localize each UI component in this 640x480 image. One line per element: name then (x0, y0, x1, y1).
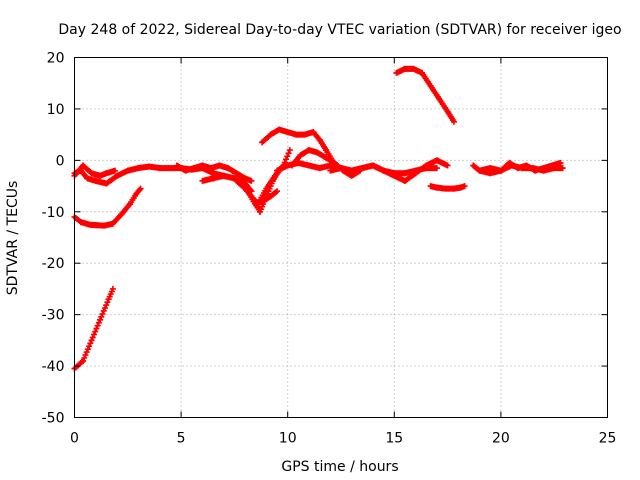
data-point (137, 185, 144, 192)
data-point (444, 162, 451, 169)
series-track-5 (173, 162, 255, 184)
grid-lines (74, 57, 608, 418)
data-point (282, 156, 289, 163)
plot-frame (74, 57, 608, 418)
data-point (90, 331, 97, 338)
x-tick-label: 10 (279, 431, 297, 447)
data-point (433, 165, 440, 172)
data-point (83, 349, 90, 356)
data-point (286, 147, 293, 154)
series-track-4 (71, 162, 119, 179)
y-tick-label: 0 (56, 153, 65, 169)
data-point (103, 302, 110, 309)
x-tick-label: 0 (70, 431, 79, 447)
y-axis-label: SDTVAR / TECUs (5, 181, 21, 296)
data-point (92, 328, 99, 335)
data-point (95, 319, 102, 326)
x-axis-label: GPS time / hours (281, 459, 398, 475)
data-point (284, 153, 291, 160)
data-point (272, 189, 279, 196)
data-point (285, 150, 292, 157)
y-tick-label: -40 (42, 359, 65, 375)
chart-title: Day 248 of 2022, Sidereal Day-to-day VTE… (58, 22, 621, 38)
data-point (87, 340, 94, 347)
axis-ticks: 0 5 10 15 20 25 -50 -40 -30 -20 -10 0 10 20 (42, 51, 617, 447)
data-point (557, 159, 564, 166)
data-point (100, 307, 107, 314)
y-tick-label: -10 (42, 205, 65, 221)
series-track-16 (476, 162, 566, 177)
series-track-13 (393, 65, 457, 125)
series-track-14 (427, 183, 468, 192)
data-point (99, 310, 106, 317)
data-point (450, 118, 457, 125)
series-track-1 (71, 285, 116, 372)
x-tick-label: 5 (177, 431, 186, 447)
y-tick-label: 10 (47, 102, 65, 118)
data-point (112, 167, 119, 174)
data-point (559, 165, 566, 172)
x-tick-label: 25 (599, 431, 617, 447)
data-point (94, 322, 101, 329)
data-point (97, 316, 104, 323)
data-point (88, 337, 95, 344)
data-point (82, 352, 89, 359)
series-track-12 (327, 157, 451, 184)
data-point (93, 325, 100, 332)
series-track-9 (259, 126, 336, 164)
data-points (71, 65, 566, 372)
data-point (101, 305, 108, 312)
data-point (109, 285, 116, 292)
x-tick-label: 15 (385, 431, 403, 447)
series-track-2 (71, 185, 144, 229)
y-tick-label: -20 (42, 256, 65, 272)
series-track-8 (252, 188, 281, 208)
data-point (89, 334, 96, 341)
data-point (104, 299, 111, 306)
data-point (84, 346, 91, 353)
data-point (461, 183, 468, 190)
x-tick-label: 20 (492, 431, 510, 447)
y-tick-label: -30 (42, 308, 65, 324)
data-point (274, 188, 281, 195)
data-point (86, 343, 93, 350)
y-tick-label: -50 (42, 411, 65, 427)
y-tick-label: 20 (47, 51, 65, 67)
data-point (248, 177, 255, 184)
